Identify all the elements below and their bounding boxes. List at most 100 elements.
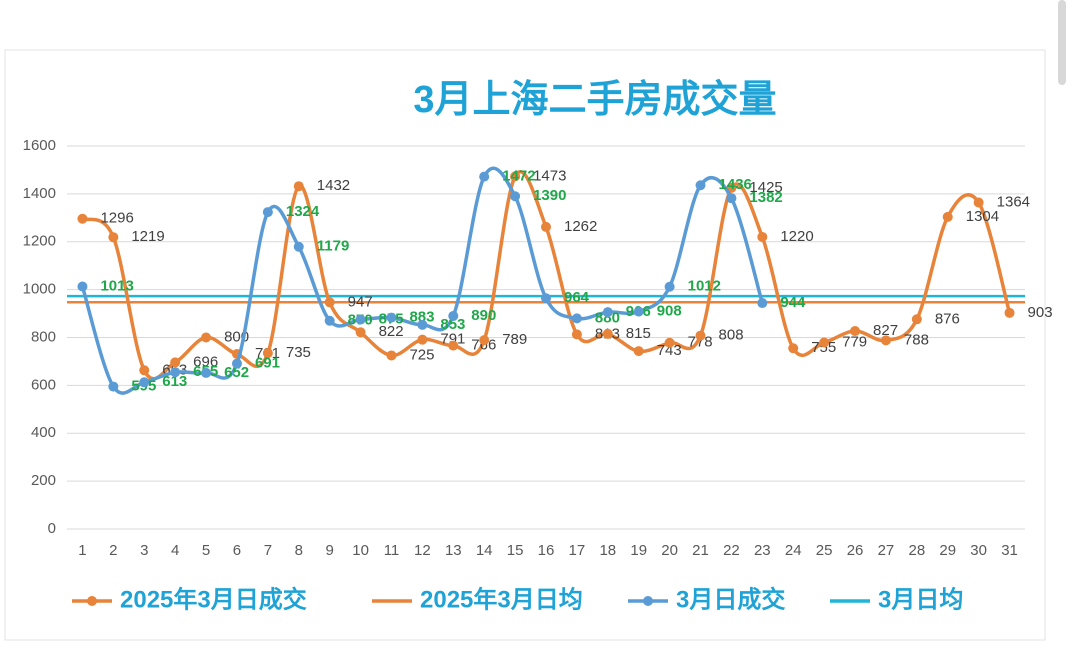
data-label: 908 [657, 303, 682, 320]
marker [355, 327, 366, 338]
marker [757, 231, 768, 242]
data-label: 1390 [533, 187, 566, 204]
y-tick-label: 1200 [23, 233, 56, 250]
marker [324, 315, 335, 326]
x-tick-label: 28 [908, 542, 925, 559]
marker [448, 340, 459, 351]
marker [479, 335, 490, 346]
marker [448, 310, 459, 321]
chart-title: 3月上海二手房成交量 [413, 78, 776, 121]
data-label: 1432 [317, 177, 350, 194]
marker [973, 197, 984, 208]
marker [571, 313, 582, 324]
data-label: 691 [255, 355, 280, 372]
marker [942, 211, 953, 222]
marker [695, 330, 706, 341]
marker [479, 171, 490, 182]
marker [386, 312, 397, 323]
data-label: 947 [348, 293, 373, 310]
data-label: 1013 [100, 277, 133, 294]
y-tick-label: 1000 [23, 281, 56, 298]
x-tick-label: 25 [816, 542, 833, 559]
x-tick-label: 21 [692, 542, 709, 559]
marker [262, 207, 273, 218]
data-label: 890 [471, 307, 496, 324]
x-tick-label: 10 [352, 542, 369, 559]
x-tick-label: 31 [1001, 542, 1018, 559]
marker [788, 343, 799, 354]
y-tick-label: 0 [48, 520, 56, 537]
x-tick-label: 3 [140, 542, 148, 559]
legend-marker [87, 596, 97, 606]
data-label: 1296 [100, 210, 133, 227]
data-label: 1473 [533, 167, 566, 184]
marker [633, 306, 644, 317]
marker [262, 348, 273, 359]
marker [911, 314, 922, 325]
marker [510, 171, 521, 182]
marker [819, 337, 830, 348]
legend-label: 2025年3月日成交 [120, 585, 307, 613]
legend-label: 3月日成交 [676, 585, 785, 613]
marker [108, 381, 119, 392]
marker [231, 358, 242, 369]
data-label: 1382 [749, 189, 782, 206]
data-label: 696 [193, 353, 218, 370]
scrollbar [1058, 0, 1066, 85]
marker [170, 357, 181, 368]
marker [77, 213, 88, 224]
data-label: 725 [409, 346, 434, 363]
data-label: 1472 [502, 168, 535, 185]
marker [726, 193, 737, 204]
data-label: 755 [811, 339, 836, 356]
y-tick-label: 400 [31, 424, 56, 441]
data-label: 876 [935, 310, 960, 327]
data-label: 853 [440, 316, 465, 333]
x-tick-label: 26 [847, 542, 864, 559]
data-label: 743 [657, 342, 682, 359]
data-label: 779 [842, 333, 867, 350]
data-label: 808 [719, 327, 744, 344]
marker [571, 329, 582, 340]
marker [541, 221, 551, 232]
x-tick-label: 13 [445, 542, 462, 559]
chart-card [4, 49, 1046, 641]
x-tick-label: 27 [878, 542, 895, 559]
data-label: 789 [502, 331, 527, 348]
data-label: 944 [780, 294, 806, 311]
x-tick-label: 1 [78, 542, 86, 559]
y-tick-label: 1600 [23, 137, 56, 154]
data-label: 1425 [749, 179, 782, 196]
data-label: 652 [224, 364, 249, 381]
marker [170, 367, 181, 378]
marker [602, 328, 613, 339]
x-tick-label: 2 [109, 542, 117, 559]
data-label: 815 [626, 325, 651, 342]
marker [417, 334, 428, 345]
x-tick-label: 5 [202, 542, 210, 559]
marker [850, 326, 861, 337]
x-tick-label: 15 [507, 542, 524, 559]
data-label: 791 [440, 331, 465, 348]
data-label: 964 [564, 289, 590, 306]
data-label: 827 [873, 322, 898, 339]
x-tick-label: 11 [384, 542, 400, 559]
data-label: 903 [1028, 304, 1053, 321]
legend-marker [643, 596, 653, 606]
y-tick-label: 800 [31, 328, 56, 345]
data-label: 735 [286, 344, 311, 361]
marker [293, 181, 304, 192]
data-label: 1324 [286, 203, 320, 220]
marker [417, 319, 428, 330]
marker [108, 232, 119, 243]
x-tick-label: 7 [264, 542, 272, 559]
data-label: 880 [595, 309, 620, 326]
legend-label: 3月日均 [878, 585, 963, 613]
data-label: 1179 [317, 238, 350, 255]
marker [77, 281, 88, 292]
x-tick-label: 30 [970, 542, 987, 559]
marker [664, 281, 675, 292]
x-tick-label: 19 [630, 542, 647, 559]
marker [201, 332, 212, 343]
data-label: 822 [379, 323, 404, 340]
